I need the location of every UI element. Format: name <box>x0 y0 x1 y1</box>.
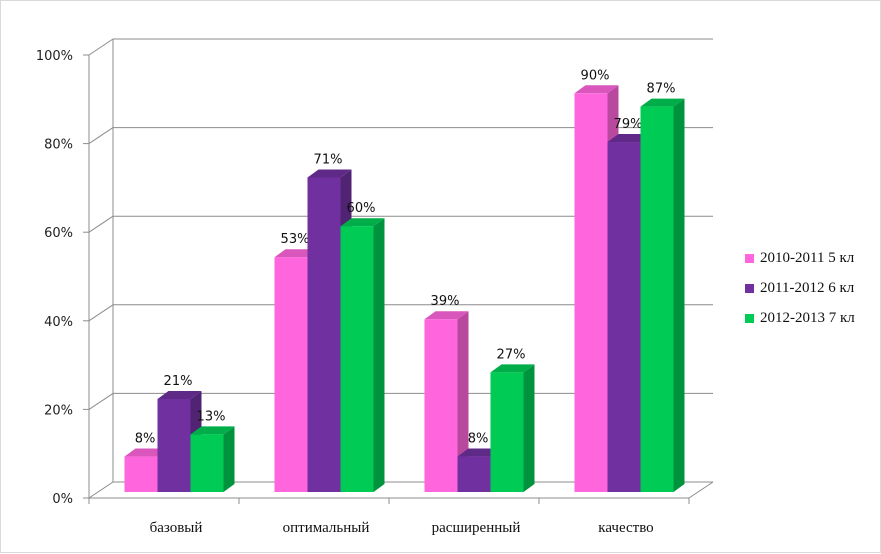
legend-item-series-1: 2010-2011 5 кл <box>745 243 855 273</box>
legend-swatch-series-1 <box>745 253 754 263</box>
bar-top <box>424 311 469 320</box>
data-label: 60% <box>347 201 376 216</box>
data-label: 13% <box>197 409 226 424</box>
gridline-depth <box>88 38 114 56</box>
bar-top <box>640 98 685 107</box>
bar <box>457 456 491 492</box>
bar <box>124 456 158 492</box>
bar-top <box>157 390 202 399</box>
data-label: 8% <box>135 432 156 447</box>
bar-side <box>223 426 235 492</box>
gridline-depth <box>88 127 114 145</box>
bar-top <box>490 364 535 373</box>
gridline-depth <box>88 392 114 410</box>
data-label: 90% <box>581 68 610 83</box>
bar <box>574 93 608 493</box>
bar <box>157 398 191 492</box>
data-label: 71% <box>314 152 343 167</box>
bar-top <box>340 218 385 227</box>
bar <box>190 434 224 492</box>
x-category-label: оптимальный <box>283 520 370 536</box>
legend-item-series-2: 2011-2012 6 кл <box>745 273 855 303</box>
y-tick-label: 40% <box>44 315 73 330</box>
y-tick-label: 20% <box>44 403 73 418</box>
legend-label-series-3: 2012-2013 7 кл <box>760 309 855 326</box>
legend-swatch-series-2 <box>745 283 754 293</box>
bar-side <box>457 311 469 492</box>
bar-side <box>373 218 385 492</box>
bar <box>307 177 341 492</box>
data-label: 87% <box>647 82 676 97</box>
legend-swatch-series-3 <box>745 313 754 323</box>
bar-side <box>673 98 685 492</box>
legend-label-series-1: 2010-2011 5 кл <box>760 249 855 266</box>
data-label: 8% <box>468 432 489 447</box>
bar <box>340 226 374 492</box>
y-tick-label: 100% <box>36 49 73 64</box>
y-tick-label: 0% <box>52 492 73 507</box>
gridline-depth <box>88 481 114 499</box>
data-label: 79% <box>614 117 643 132</box>
bar-side <box>523 364 535 492</box>
x-category-label: базовый <box>150 520 203 536</box>
x-category-label: расширенный <box>432 520 521 536</box>
gridline-depth <box>88 304 114 322</box>
data-label: 27% <box>497 347 526 362</box>
bar <box>490 372 524 492</box>
floor-right-edge <box>688 481 714 499</box>
chart-legend: 2010-2011 5 кл 2011-2012 6 кл 2012-2013 … <box>745 243 855 333</box>
bar <box>274 257 308 492</box>
y-tick-label: 80% <box>44 138 73 153</box>
legend-label-series-2: 2011-2012 6 кл <box>760 279 855 296</box>
bar-top <box>190 426 235 435</box>
data-label: 53% <box>281 232 310 247</box>
bar-top <box>307 169 352 178</box>
bar <box>640 106 674 492</box>
y-tick-label: 60% <box>44 226 73 241</box>
data-label: 39% <box>431 294 460 309</box>
bar <box>424 319 458 492</box>
gridline-depth <box>88 215 114 233</box>
legend-item-series-3: 2012-2013 7 кл <box>745 303 855 333</box>
x-category-label: качество <box>598 520 653 536</box>
bar-top <box>574 85 619 94</box>
bar <box>607 142 641 492</box>
data-label: 21% <box>164 374 193 389</box>
